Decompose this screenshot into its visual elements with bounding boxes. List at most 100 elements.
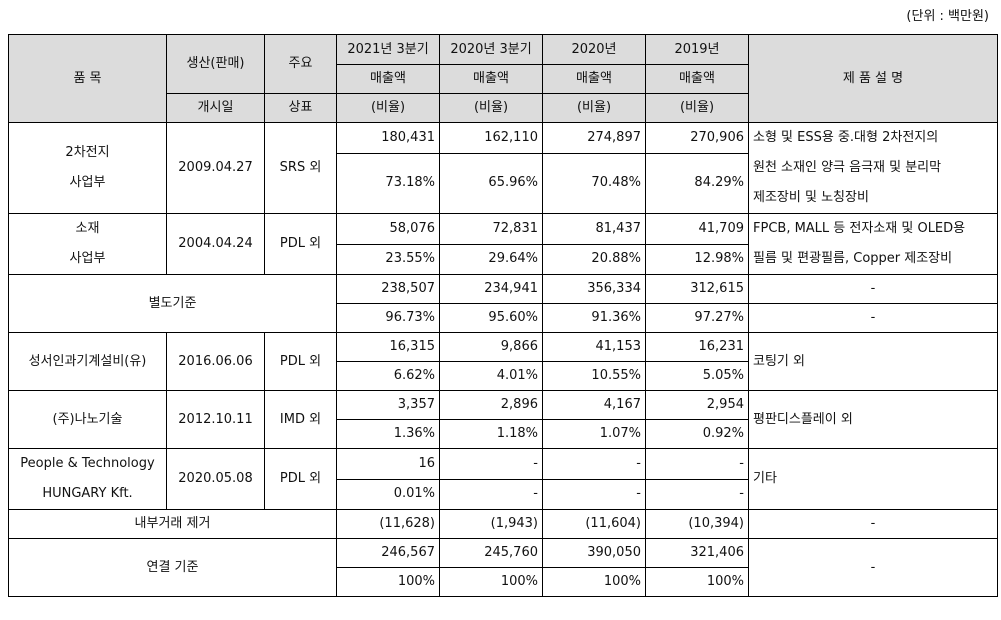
ratio-value: - xyxy=(542,478,646,510)
launch-date: 2020.05.08 xyxy=(166,448,265,510)
header-col3-mid: 매출액 xyxy=(542,64,646,94)
sales-value: 245,760 xyxy=(439,538,543,568)
product-description: - xyxy=(748,538,998,597)
table-row: 23.55% 29.64% 20.88% 12.98% xyxy=(9,243,998,275)
product-name: 성서인과기계설비(유) xyxy=(8,332,167,391)
sales-value: 246,567 xyxy=(336,538,440,568)
sales-value: 9,866 xyxy=(439,332,543,362)
sales-value: 270,906 xyxy=(645,122,749,154)
sales-value: (11,604) xyxy=(542,509,646,539)
sales-value: 3,357 xyxy=(336,390,440,420)
header-col4-mid: 매출액 xyxy=(645,64,749,94)
product-name: 소재 사업부 xyxy=(8,213,167,275)
ratio-value: 23.55% xyxy=(336,243,440,275)
product-name: 2차전지 사업부 xyxy=(8,122,167,214)
header-col2-mid: 매출액 xyxy=(439,64,543,94)
ratio-value: 10.55% xyxy=(542,361,646,391)
header-ratio-2: (비율) xyxy=(439,93,543,123)
header-ratio-1: (비율) xyxy=(336,93,440,123)
table-row: 2차전지 사업부 2009.04.27 SRS 외 180,431 162,110… xyxy=(8,122,998,214)
sales-value: 4,167 xyxy=(542,390,646,420)
sales-value: 274,897 xyxy=(542,122,646,154)
ratio-value: 20.88% xyxy=(542,243,646,275)
ratio-value: 1.07% xyxy=(542,419,646,449)
sales-value: 72,831 xyxy=(439,213,543,245)
product-description: - xyxy=(748,274,998,304)
ratio-value: 96.73% xyxy=(336,303,440,333)
sales-value: 2,954 xyxy=(645,390,749,420)
table-row: 별도기준 238,507 234,941 356,334 312,615 - xyxy=(8,274,998,333)
ratio-value: 100% xyxy=(336,567,440,597)
header-ratio-4: (비율) xyxy=(645,93,749,123)
product-name: People & Technology HUNGARY Kft. xyxy=(8,448,167,510)
header-ratio-3: (비율) xyxy=(542,93,646,123)
ratio-value: 29.64% xyxy=(439,243,543,275)
sales-value: 180,431 xyxy=(336,122,440,154)
table-row: 성서인과기계설비(유) 2016.06.06 PDL 외 16,315 9,86… xyxy=(8,332,998,391)
ratio-value: 91.36% xyxy=(542,303,646,333)
brand: PDL 외 xyxy=(264,448,337,510)
sales-by-product-table: 품 목 생산(판매) 주요 2021년 3분기 2020년 3분기 2020년 … xyxy=(8,34,998,597)
header-col1-top: 2021년 3분기 xyxy=(336,34,440,65)
sales-value: 321,406 xyxy=(645,538,749,568)
product-description: 코팅기 외 xyxy=(748,332,998,391)
header-col3-top: 2020년 xyxy=(542,34,646,65)
ratio-value: 95.60% xyxy=(439,303,543,333)
sales-value: 16 xyxy=(336,448,440,480)
launch-date: 2004.04.24 xyxy=(166,213,265,275)
brand: PDL 외 xyxy=(264,332,337,391)
product-description: - xyxy=(748,509,998,539)
table-row: 73.18% 65.96% 70.48% 84.29% xyxy=(9,152,998,215)
launch-date: 2009.04.27 xyxy=(166,122,265,214)
sales-value: (1,943) xyxy=(439,509,543,539)
sales-value: 58,076 xyxy=(336,213,440,245)
sales-value: 356,334 xyxy=(542,274,646,304)
header-col1-mid: 매출액 xyxy=(336,64,440,94)
table-row: 내부거래 제거 (11,628) (1,943) (11,604) (10,39… xyxy=(8,509,998,539)
brand: PDL 외 xyxy=(264,213,337,275)
header-launch-top: 생산(판매) xyxy=(166,34,265,94)
ratio-value: 6.62% xyxy=(336,361,440,391)
ratio-value: 5.05% xyxy=(645,361,749,391)
sales-value: 41,153 xyxy=(542,332,646,362)
sales-value: 390,050 xyxy=(542,538,646,568)
sales-value: - xyxy=(542,448,646,480)
unit-label: (단위 : 백만원) xyxy=(906,9,989,24)
header-brand-top: 주요 xyxy=(264,34,337,94)
table-row: 소재 사업부 2004.04.24 PDL 외 58,076 72,831 81,… xyxy=(8,213,998,275)
ratio-value: 73.18% xyxy=(336,152,440,215)
launch-date: 2012.10.11 xyxy=(166,390,265,449)
consolidated-label: 연결 기준 xyxy=(8,538,337,597)
table-row: (주)나노기술 2012.10.11 IMD 외 3,357 2,896 4,1… xyxy=(8,390,998,449)
ratio-value: 1.36% xyxy=(336,419,440,449)
ratio-value: 100% xyxy=(645,567,749,597)
ratio-value: - xyxy=(439,478,543,510)
table-row: 연결 기준 246,567 245,760 390,050 321,406 - xyxy=(8,538,998,597)
sales-value: 162,110 xyxy=(439,122,543,154)
ratio-value: 1.18% xyxy=(439,419,543,449)
sales-value: 41,709 xyxy=(645,213,749,245)
header-launch-bottom: 개시일 xyxy=(166,93,265,123)
brand: SRS 외 xyxy=(264,122,337,214)
product-name: (주)나노기술 xyxy=(8,390,167,449)
table-row: 100% 100% 100% 100% xyxy=(9,567,998,597)
product-description: FPCB, MALL 등 전자소재 및 OLED용 필름 및 편광필름, Copp… xyxy=(748,213,998,275)
header-col2-top: 2020년 3분기 xyxy=(439,34,543,65)
ratio-value: 0.01% xyxy=(336,478,440,510)
sales-value: 2,896 xyxy=(439,390,543,420)
product-description: - xyxy=(748,303,998,333)
product-description: 소형 및 ESS용 중.대형 2차전지의 원천 소재인 양극 음극재 및 분리막 제… xyxy=(748,122,998,214)
ratio-value: 0.92% xyxy=(645,419,749,449)
subtotal-label: 별도기준 xyxy=(8,274,337,333)
table-row: 1.36% 1.18% 1.07% 0.92% xyxy=(9,419,998,449)
ratio-value: 84.29% xyxy=(645,152,749,215)
sales-value: 238,507 xyxy=(336,274,440,304)
ratio-value: 65.96% xyxy=(439,152,543,215)
elimination-label: 내부거래 제거 xyxy=(8,509,337,539)
sales-value: (11,628) xyxy=(336,509,440,539)
header-brand-bottom: 상표 xyxy=(264,93,337,123)
ratio-value: 100% xyxy=(542,567,646,597)
header-description: 제 품 설 명 xyxy=(748,34,998,123)
product-description: 기타 xyxy=(748,448,998,510)
table-row: People & Technology HUNGARY Kft. 2020.05.… xyxy=(8,448,998,510)
